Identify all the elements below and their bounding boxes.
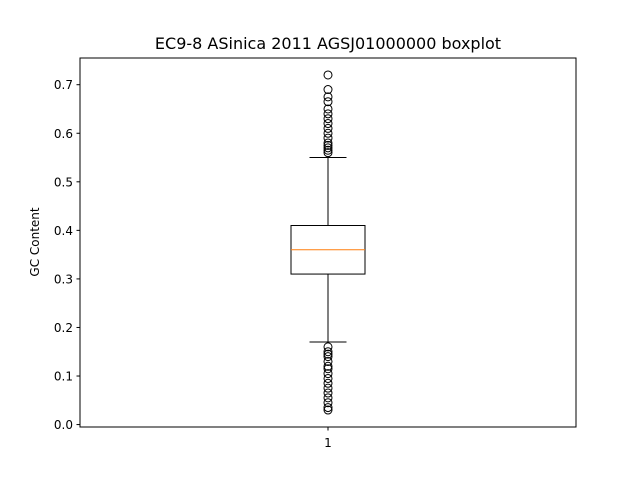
outlier-low-point xyxy=(323,393,333,403)
outlier-high-point xyxy=(323,138,333,148)
outlier-low-point xyxy=(323,373,333,383)
outlier-low-point xyxy=(323,378,333,388)
y-tick-label: 0.2 xyxy=(54,321,73,335)
outlier-low-point xyxy=(323,369,333,379)
outlier-high-point xyxy=(323,85,333,95)
x-tick-label: 1 xyxy=(324,436,332,450)
plot-area: 0.0 0.1 0.2 0.3 0.4 0.5 0.6 0.7 1 xyxy=(54,57,577,450)
y-tick-label: 0.7 xyxy=(54,78,73,92)
outlier-low-point xyxy=(323,405,333,415)
outlier-low-point xyxy=(323,403,333,413)
outlier-high-point xyxy=(323,114,333,124)
outlier-high-point xyxy=(323,97,333,107)
y-tick-label: 0.4 xyxy=(54,224,73,238)
outlier-low-point xyxy=(323,361,333,371)
outlier-low-point xyxy=(323,383,333,393)
outlier-high-point xyxy=(323,119,333,129)
y-tick-label: 0.3 xyxy=(54,272,73,286)
y-tick-label: 0.1 xyxy=(54,370,73,384)
outlier-low-point xyxy=(323,342,333,352)
outlier-high-point xyxy=(323,92,333,102)
outlier-high-point xyxy=(323,104,333,114)
outlier-low-point xyxy=(323,356,333,366)
outlier-low-point xyxy=(323,349,333,359)
y-axis-label: GC Content xyxy=(28,207,42,277)
outlier-high-point xyxy=(323,123,333,133)
y-tick-label: 0.5 xyxy=(54,175,73,189)
outlier-low-point xyxy=(323,347,333,357)
outlier-low-point xyxy=(323,388,333,398)
outlier-high-point xyxy=(323,148,333,158)
y-tick-label: 0.6 xyxy=(54,127,73,141)
outlier-low-point xyxy=(323,352,333,362)
outlier-low-point xyxy=(323,398,333,408)
outlier-high-point xyxy=(323,143,333,153)
outlier-high-point xyxy=(323,128,333,138)
outlier-high-point xyxy=(323,109,333,119)
y-tick-label: 0.0 xyxy=(54,418,73,432)
outlier-high-point xyxy=(323,133,333,143)
outlier-high-point xyxy=(323,140,333,150)
outlier-high-point xyxy=(323,70,333,80)
chart-title: EC9-8 ASinica 2011 AGSJ01000000 boxplot xyxy=(155,34,501,53)
outlier-high-point xyxy=(323,145,333,155)
outlier-low-point xyxy=(323,364,333,374)
